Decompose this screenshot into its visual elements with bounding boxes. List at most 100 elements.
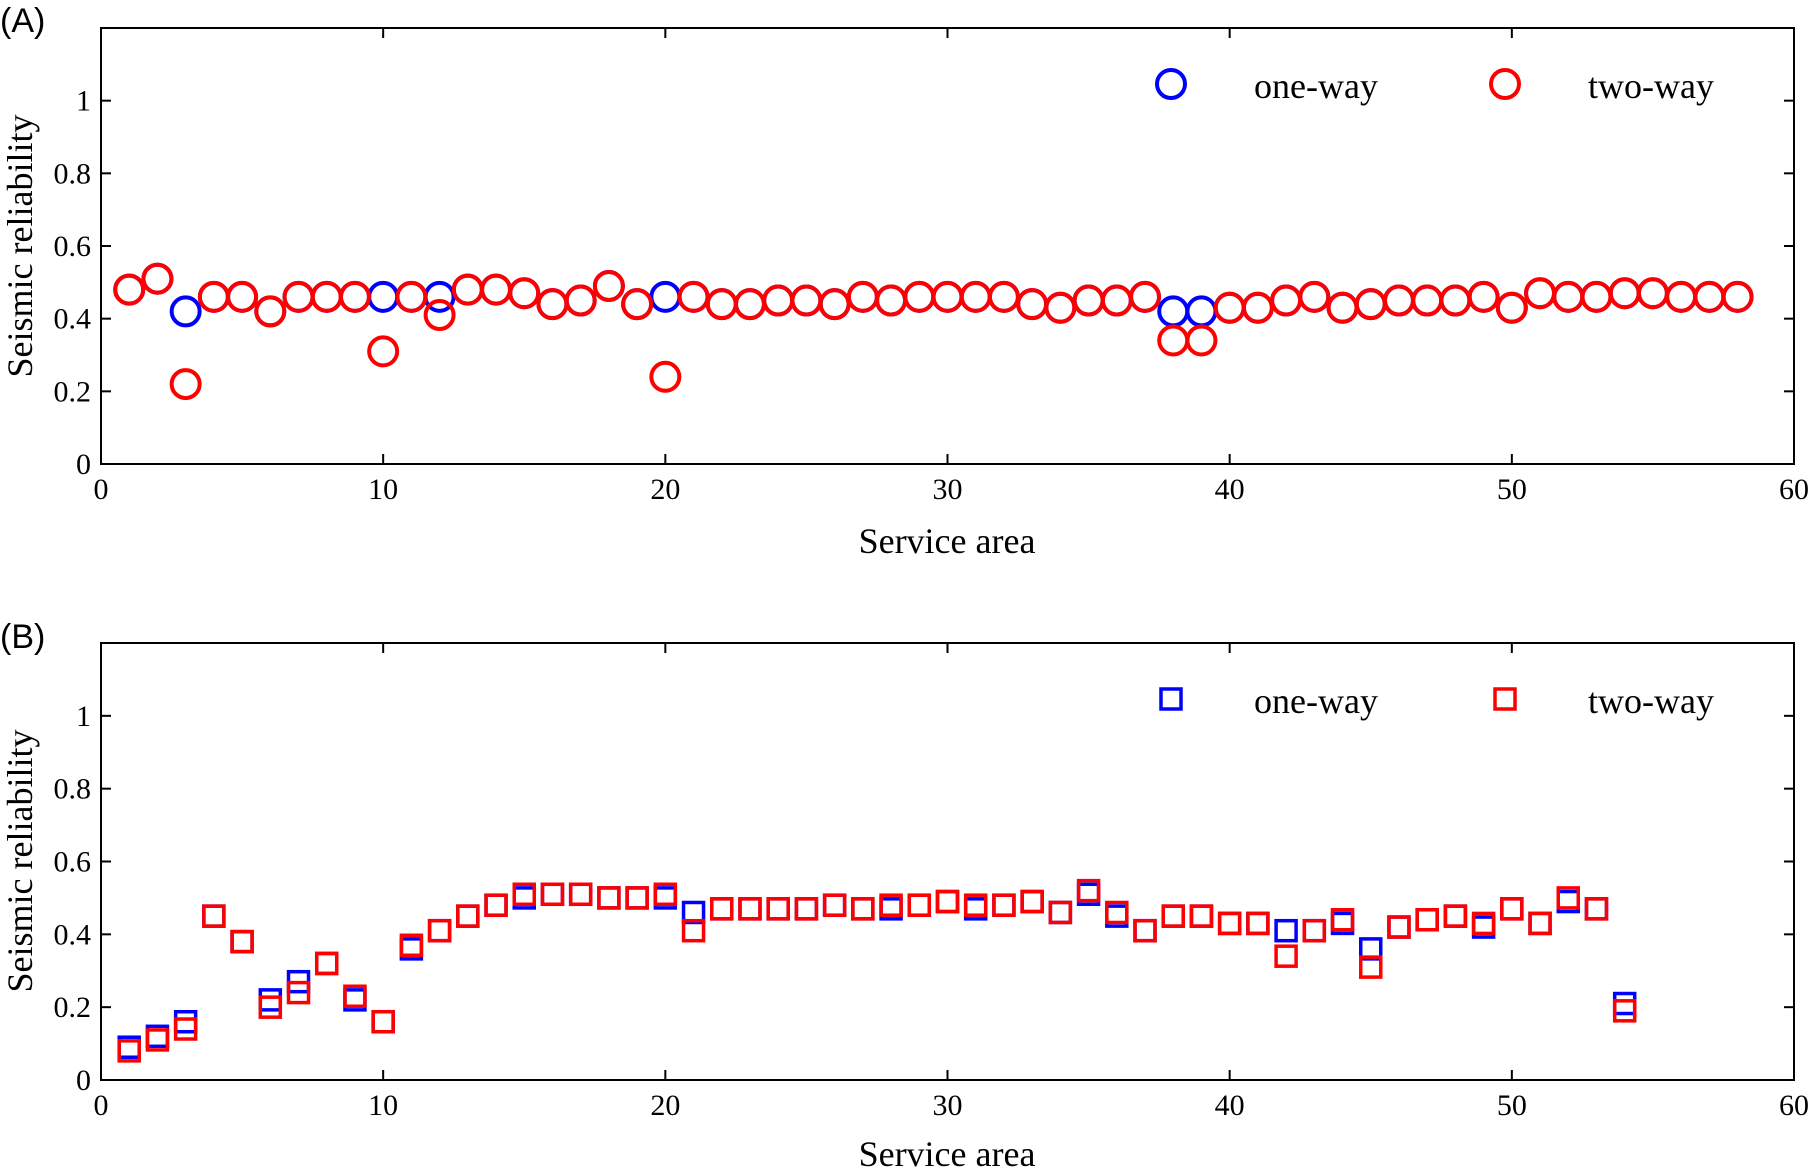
panel-a-point-two-way	[1467, 280, 1500, 313]
panel-a-y-axis-label: Seismic reliability	[0, 115, 40, 378]
panel-a-point-two-way	[310, 280, 343, 313]
panel-a-point-two-way	[987, 280, 1020, 313]
panel-a-point-two-way	[1382, 284, 1415, 317]
panel-a-point-two-way	[621, 288, 654, 321]
panel-b-y-tick-label: 0.2	[54, 991, 92, 1024]
panel-a-point-two-way	[1072, 284, 1105, 317]
panel-b-point-two-way	[1584, 897, 1609, 921]
panel-b-legend: one-way two-way	[1159, 681, 1714, 721]
panel-a-y-tick-label: 0	[76, 448, 91, 481]
panel-b-point-two-way	[992, 893, 1016, 917]
panel-a-x-tick-label: 60	[1779, 473, 1809, 506]
panel-b-point-two-way	[935, 889, 960, 914]
panel-a-point-two-way	[1100, 284, 1133, 317]
panel-a-point-two-way	[733, 288, 766, 321]
panel-a-legend: one-way two-way	[1155, 66, 1714, 106]
panel-a-point-two-way	[1185, 324, 1218, 357]
panel-b-point-two-way	[1471, 911, 1496, 936]
panel-a-x-tick-label: 30	[933, 473, 963, 506]
panel-a-legend-symbol-two-way	[1489, 68, 1521, 100]
panel-b-point-two-way	[399, 933, 424, 958]
panel-a-point-two-way	[959, 280, 992, 313]
panel-a-x-tick-label: 10	[368, 473, 398, 506]
panel-b-point-two-way	[1528, 911, 1552, 936]
panel-b-y-tick-label: 0	[76, 1064, 91, 1097]
panel-b-point-one-way	[1133, 918, 1157, 943]
panel-b-ticks: 0 10 20 30 40 50 60 0 0.2 0.4 0.6 0.8 1	[54, 643, 1809, 1122]
panel-b-point-one-way	[568, 882, 593, 907]
panel-a-point-two-way	[846, 280, 879, 313]
panel-a-point-two-way	[367, 335, 400, 368]
panel-a-marks	[113, 262, 1754, 401]
panel-b-point-one-way	[1161, 904, 1185, 928]
panel-a-legend-symbol-one-way	[1155, 68, 1187, 100]
panel-a-point-two-way	[508, 277, 541, 310]
panel-b-point-one-way	[794, 897, 819, 921]
panel-a-legend-label-one-way: one-way	[1254, 66, 1378, 106]
panel-b-point-two-way	[597, 886, 621, 910]
panel-b-series-one-way	[117, 882, 1637, 1059]
panel-b-point-one-way	[992, 893, 1016, 917]
panel-a-point-two-way	[1580, 280, 1613, 313]
panel-a-x-tick-label: 50	[1497, 473, 1527, 506]
panel-b-point-two-way	[540, 882, 565, 907]
panel-b-point-two-way	[1443, 904, 1468, 928]
panel-b-point-one-way	[738, 897, 762, 921]
panel-a-point-two-way	[931, 280, 964, 313]
panel-a-point-two-way	[592, 269, 625, 302]
panel-b-legend-symbol-one-way	[1159, 687, 1183, 711]
panel-a-point-two-way	[762, 284, 795, 317]
panel-b-point-one-way	[540, 882, 565, 907]
panel-a-point-two-way	[677, 280, 710, 313]
panel-b-point-two-way	[625, 886, 649, 910]
panel-b-point-two-way	[1556, 886, 1581, 910]
panel-a-point-two-way	[1129, 280, 1162, 313]
panel-a-point-two-way	[1636, 277, 1669, 310]
panel-b-point-two-way	[1387, 915, 1411, 939]
panel-b-legend-label-two-way: two-way	[1588, 681, 1714, 721]
panel-b-series-two-way	[117, 878, 1637, 1063]
panel-a-point-two-way	[480, 273, 513, 306]
panel-a-point-two-way	[1354, 288, 1387, 321]
panel-a-legend-marker-one-way	[1155, 68, 1187, 100]
panel-b-y-axis-label: Seismic reliability	[0, 730, 40, 993]
panel-b-point-one-way	[1443, 904, 1468, 928]
panel-b-point-two-way	[456, 904, 480, 928]
panel-b-point-two-way	[1161, 904, 1185, 928]
panel-b-y-tick-label: 0.6	[54, 846, 92, 879]
panel-a-point-two-way	[1439, 284, 1472, 317]
panel-b-point-two-way	[568, 882, 593, 907]
panel-a-plot-frame	[100, 27, 1795, 465]
panel-b-point-one-way	[1246, 911, 1270, 936]
panel-b-point-two-way	[173, 1017, 198, 1041]
panel-a-point-one-way	[649, 280, 682, 313]
panel-b-point-two-way	[738, 897, 762, 921]
panel-a-point-two-way	[451, 273, 484, 306]
panel-b-point-one-way	[427, 918, 452, 943]
panel-b-point-two-way	[230, 929, 254, 954]
panel-a-point-two-way	[790, 284, 823, 317]
panel-a-point-two-way	[254, 295, 287, 328]
panel-b-point-one-way	[597, 886, 621, 910]
panel-b-point-one-way	[456, 904, 480, 928]
panel-b-point-two-way	[1189, 904, 1214, 928]
panel-b-point-one-way	[230, 929, 254, 954]
panel-b-y-tick-label: 0.4	[54, 918, 92, 951]
panel-a-point-two-way	[113, 273, 146, 306]
panel-b-point-one-way	[625, 886, 649, 910]
panel-b-point-two-way	[794, 897, 819, 921]
panel-a-point-two-way	[1608, 277, 1641, 310]
panel-b-point-two-way	[1612, 999, 1637, 1023]
panel-a-point-two-way	[1693, 280, 1726, 313]
panel-b-point-one-way	[202, 904, 226, 928]
panel-b-point-two-way	[512, 882, 536, 907]
panel-b: (B) 0 10 20 30 40 50 60 0 0.2 0.4 0.6 0.8 1 one-way …	[0, 618, 1809, 1173]
panel-a-point-two-way	[1326, 291, 1359, 324]
panel-b-point-one-way	[907, 893, 932, 917]
panel-a-x-tick-label: 20	[650, 473, 680, 506]
panel-b-point-two-way	[427, 918, 452, 943]
panel-b-point-two-way	[1105, 900, 1129, 925]
panel-b-point-one-way	[851, 897, 875, 921]
panel-a-ticks: 0 10 20 30 40 50 60 0 0.2 0.4 0.6 0.8 1	[54, 28, 1809, 506]
panel-a-point-two-way	[197, 280, 230, 313]
